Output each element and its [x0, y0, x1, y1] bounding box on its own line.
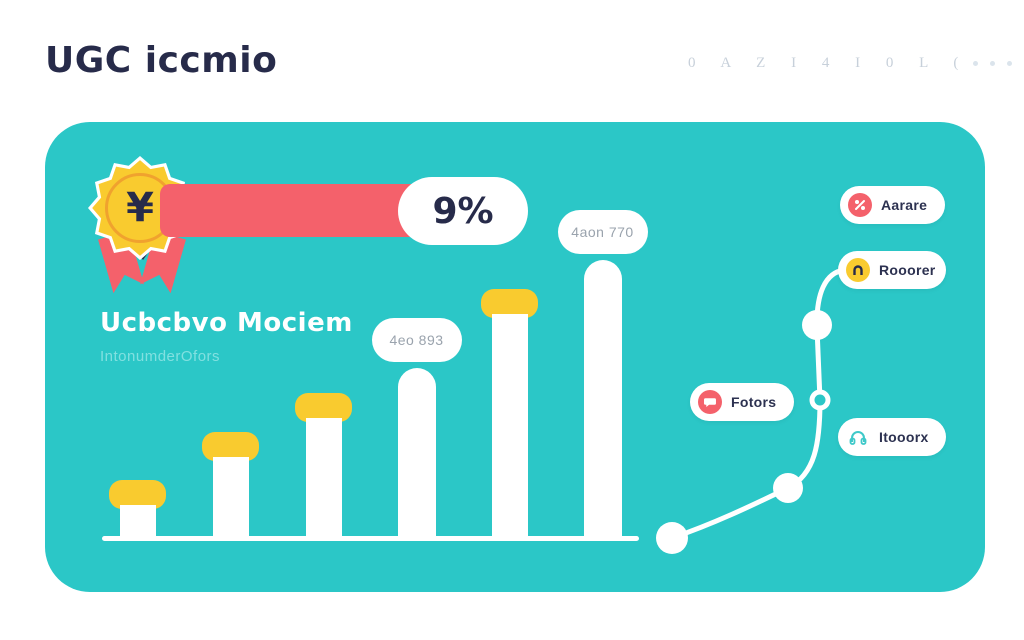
bar — [397, 368, 436, 538]
bar-label-pill: 4eo 893 — [371, 318, 462, 362]
bar — [212, 457, 249, 538]
chart-baseline — [102, 536, 639, 541]
chat-icon — [698, 390, 722, 414]
milestone-itooorx: Itooorx — [838, 418, 946, 456]
bar-chart: 4eo 893 4aon 770 — [45, 122, 985, 592]
bar-label-pill: 4aon 770 — [557, 210, 648, 254]
bar-cap — [109, 480, 166, 509]
card-subheading: IntonumderOfors — [100, 348, 221, 365]
bar-cap — [481, 289, 538, 318]
progress-value: 9% — [432, 190, 494, 232]
bar-cap — [295, 393, 352, 422]
milestone-label: Fotors — [731, 394, 777, 410]
header-watermark: 0 A Z I 4 I 0 L ( — [688, 52, 1013, 74]
milestone-label: Itooorx — [879, 429, 929, 445]
teal-card: ¥ 9% Ucbcbvo Mociem IntonumderOfors 4eo … — [45, 122, 985, 592]
bar-cap — [202, 432, 259, 461]
watermark-dots — [973, 60, 1024, 66]
milestone-label: Aarare — [881, 197, 928, 213]
milestone-fotors: Fotors — [690, 383, 794, 421]
magnet-icon — [846, 258, 870, 282]
page-title: UGC iccmio — [45, 40, 278, 81]
bar — [583, 260, 622, 538]
milestone-rooorer: Rooorer — [838, 251, 946, 289]
percent-icon — [848, 193, 872, 217]
card-heading: Ucbcbvo Mociem — [100, 308, 353, 338]
bar — [305, 418, 342, 538]
yen-symbol: ¥ — [126, 185, 154, 231]
milestone-aarare: Aarare — [840, 186, 945, 224]
progress-value-pill: 9% — [398, 177, 528, 245]
watermark-text: 0 A Z I 4 I 0 L ( — [688, 54, 970, 71]
bar — [491, 314, 528, 538]
bar — [119, 505, 156, 538]
milestone-label: Rooorer — [879, 262, 936, 278]
headphones-icon — [846, 425, 870, 449]
